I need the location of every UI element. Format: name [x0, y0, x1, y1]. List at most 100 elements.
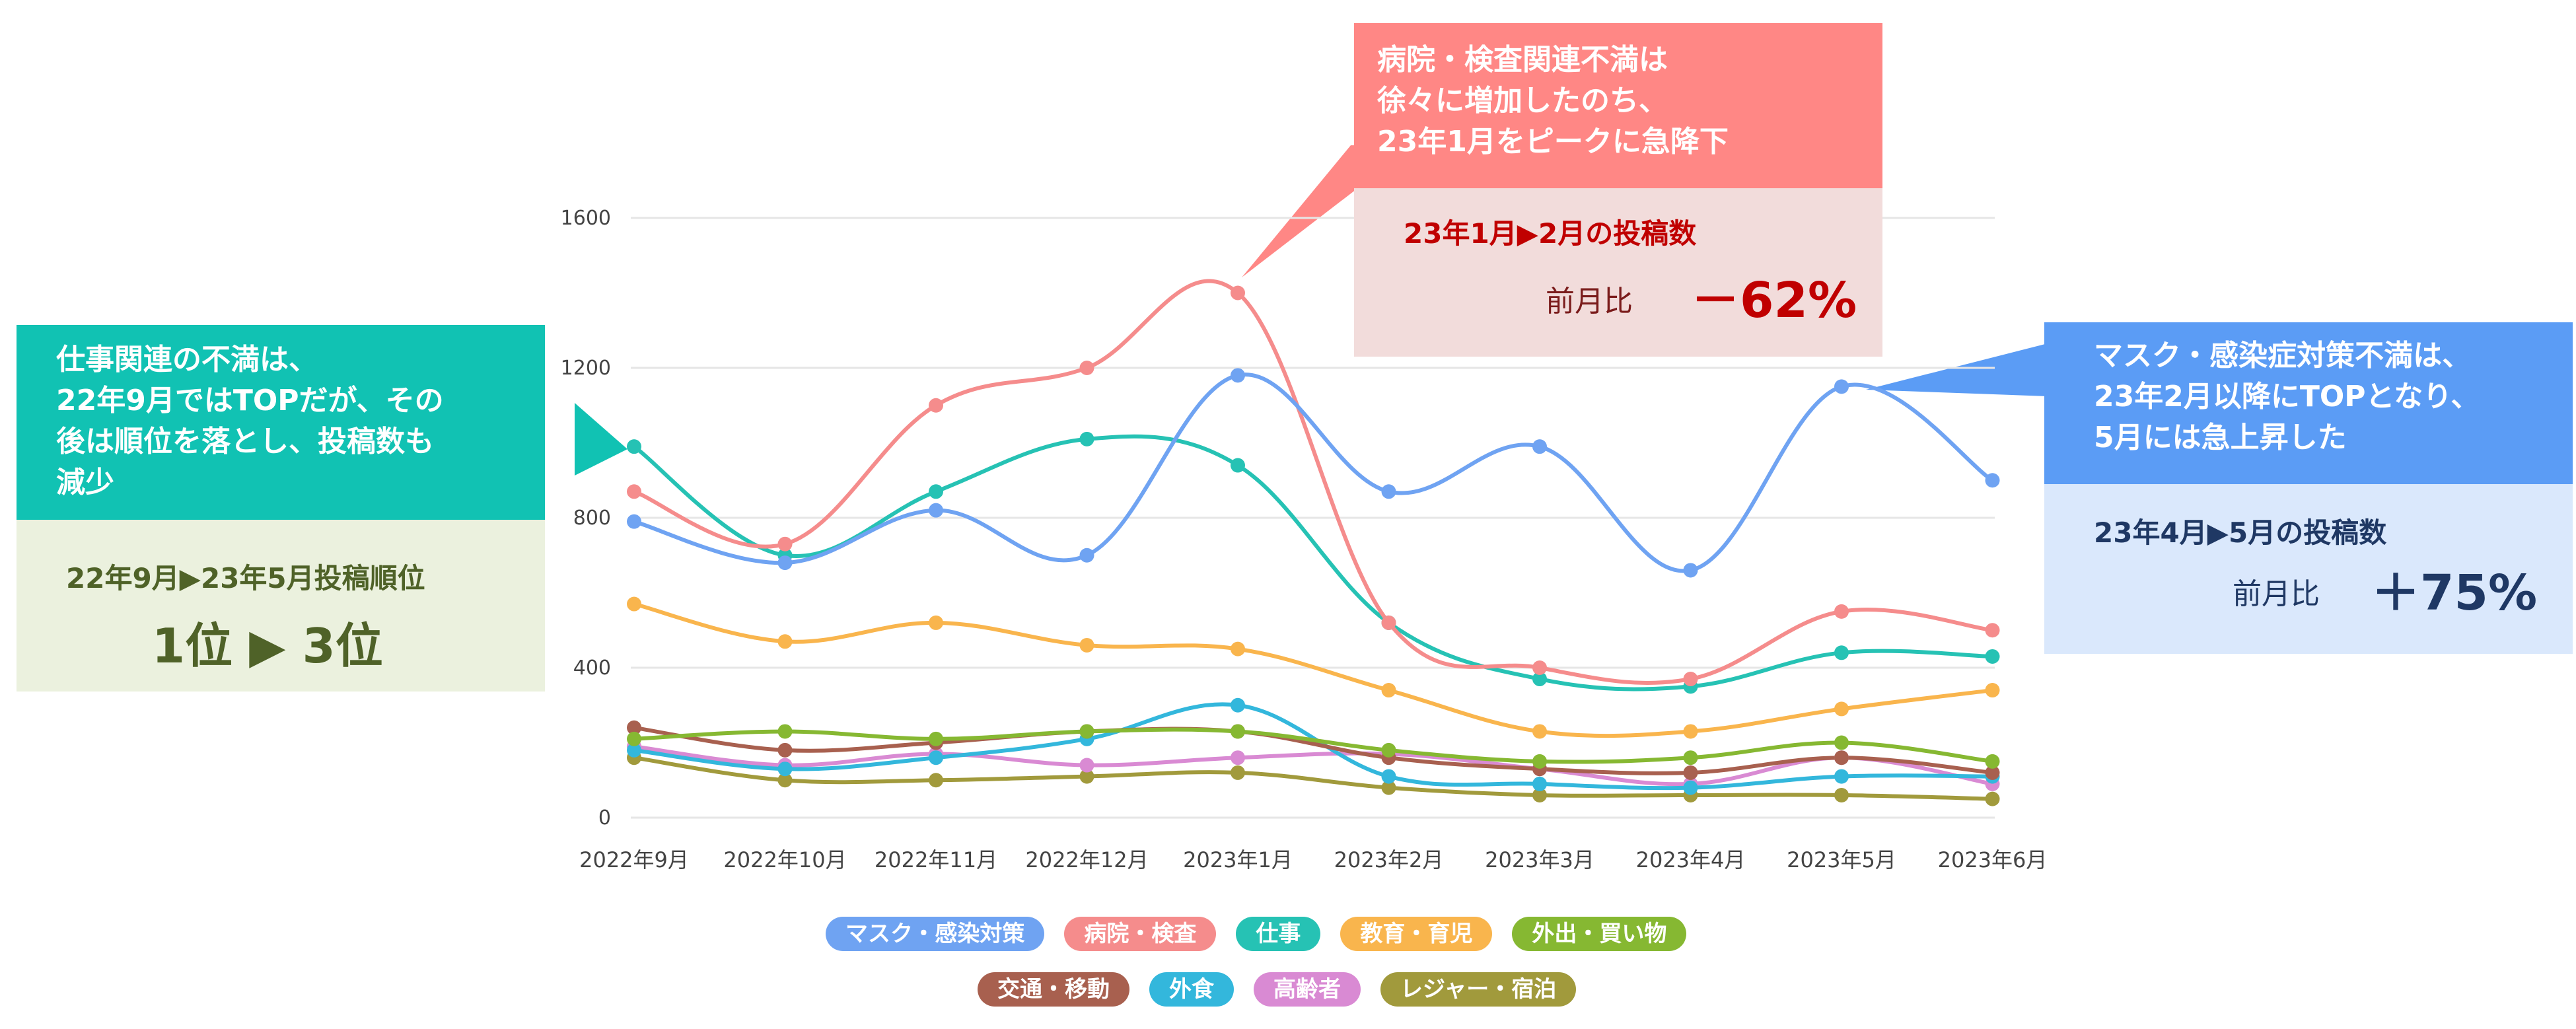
- data-point[interactable]: [1985, 791, 2000, 806]
- legend-item-mask[interactable]: マスク・感染対策: [826, 917, 1045, 951]
- x-tick-label: 2022年9月: [579, 847, 689, 872]
- data-point[interactable]: [777, 773, 793, 788]
- data-point[interactable]: [1985, 754, 2000, 769]
- data-point[interactable]: [1381, 615, 1396, 630]
- data-point[interactable]: [929, 773, 943, 788]
- data-point[interactable]: [1231, 750, 1245, 765]
- work-callout-line: 22年9月ではTOPだが、その: [56, 384, 444, 417]
- data-point[interactable]: [1532, 787, 1547, 802]
- legend-item-dining[interactable]: 外食: [1149, 972, 1234, 1007]
- data-point[interactable]: [1834, 787, 1849, 802]
- work-callout-line: 減少: [56, 466, 114, 499]
- hospital-callout-line: 病院・検査関連不満は: [1377, 43, 1668, 77]
- data-point[interactable]: [1079, 637, 1094, 653]
- series-line: [633, 434, 1993, 692]
- legend-item-education[interactable]: 教育・育児: [1340, 917, 1493, 951]
- data-point[interactable]: [1834, 604, 1849, 619]
- series-line: [633, 727, 1993, 764]
- data-point[interactable]: [627, 484, 641, 499]
- data-point[interactable]: [1231, 641, 1245, 656]
- data-point[interactable]: [1985, 683, 2000, 698]
- data-point[interactable]: [929, 398, 943, 413]
- data-point[interactable]: [929, 750, 943, 765]
- hospital-callout-sub: 23年1月▶2月の投稿数: [1404, 217, 1697, 250]
- data-point[interactable]: [1532, 672, 1547, 687]
- data-point[interactable]: [1985, 649, 2000, 664]
- data-point[interactable]: [1683, 724, 1698, 739]
- data-point[interactable]: [627, 439, 641, 454]
- data-point[interactable]: [1079, 769, 1094, 784]
- data-point[interactable]: [929, 731, 943, 746]
- work-callout-header: 仕事関連の不満は、 22年9月ではTOPだが、その 後は順位を落とし、投稿数も …: [17, 325, 545, 520]
- data-point[interactable]: [777, 762, 793, 777]
- x-tick-label: 2022年11月: [875, 847, 997, 872]
- data-point[interactable]: [1532, 724, 1547, 739]
- data-point[interactable]: [777, 555, 793, 571]
- legend-item-work[interactable]: 仕事: [1236, 917, 1321, 951]
- mask-callout-sub: 23年4月▶5月の投稿数: [2094, 516, 2387, 549]
- legend-item-elderly[interactable]: 高齢者: [1254, 972, 1361, 1007]
- data-point[interactable]: [627, 596, 641, 612]
- data-point[interactable]: [1079, 361, 1094, 375]
- data-point[interactable]: [1231, 697, 1245, 713]
- data-point[interactable]: [1381, 683, 1396, 698]
- data-point[interactable]: [1381, 769, 1396, 784]
- data-point[interactable]: [1231, 765, 1245, 780]
- data-point[interactable]: [1683, 672, 1698, 687]
- data-point[interactable]: [627, 514, 641, 529]
- data-point[interactable]: [1834, 701, 1849, 717]
- x-tick-label: 2023年1月: [1183, 847, 1293, 872]
- legend-item-outing[interactable]: 外出・買い物: [1512, 917, 1687, 951]
- data-point[interactable]: [1683, 750, 1698, 765]
- legend-row-1: マスク・感染対策 病院・検査 仕事 教育・育児 外出・買い物: [826, 917, 1687, 951]
- data-point[interactable]: [627, 720, 641, 735]
- legend-item-hospital[interactable]: 病院・検査: [1064, 917, 1217, 951]
- data-point[interactable]: [1532, 660, 1547, 675]
- data-point[interactable]: [1532, 754, 1547, 769]
- work-callout-line: 仕事関連の不満は、: [56, 343, 318, 376]
- data-point[interactable]: [1985, 765, 2000, 780]
- data-point[interactable]: [1683, 563, 1698, 578]
- data-point[interactable]: [929, 484, 943, 499]
- data-point[interactable]: [1834, 769, 1849, 784]
- data-point[interactable]: [1231, 724, 1245, 739]
- data-point[interactable]: [1231, 285, 1245, 301]
- data-point[interactable]: [777, 536, 793, 551]
- hospital-callout-body: 23年1月▶2月の投稿数 前月比 －62%: [1354, 188, 1882, 357]
- data-point[interactable]: [1834, 645, 1849, 660]
- data-point[interactable]: [1079, 758, 1094, 773]
- data-point[interactable]: [1683, 765, 1698, 780]
- data-point[interactable]: [1231, 458, 1245, 473]
- data-point[interactable]: [1381, 484, 1396, 499]
- data-point[interactable]: [1381, 780, 1396, 795]
- data-point[interactable]: [1985, 473, 2000, 488]
- data-point[interactable]: [1532, 776, 1547, 791]
- data-point[interactable]: [1079, 548, 1094, 563]
- data-point[interactable]: [1381, 742, 1396, 758]
- y-tick-label: 1200: [561, 357, 611, 380]
- data-point[interactable]: [1079, 431, 1094, 446]
- data-point[interactable]: [627, 731, 641, 746]
- work-callout-sub: 22年9月▶23年5月投稿順位: [66, 562, 425, 594]
- data-point[interactable]: [1985, 623, 2000, 638]
- data-point[interactable]: [929, 503, 943, 518]
- data-point[interactable]: [777, 634, 793, 649]
- work-callout-body: 22年9月▶23年5月投稿順位 1位 ▶ 3位: [17, 520, 545, 692]
- legend-item-transport[interactable]: 交通・移動: [978, 972, 1129, 1007]
- data-point[interactable]: [1834, 379, 1849, 394]
- hospital-callout-header: 病院・検査関連不満は 徐々に増加したのち、 23年1月をピークに急降下: [1354, 23, 1882, 188]
- y-tick-label: 400: [573, 656, 611, 680]
- data-point[interactable]: [777, 724, 793, 739]
- data-point[interactable]: [1834, 735, 1849, 750]
- x-tick-label: 2023年6月: [1938, 847, 2048, 872]
- data-point[interactable]: [1834, 750, 1849, 765]
- data-point[interactable]: [1683, 780, 1698, 795]
- data-point[interactable]: [1532, 439, 1547, 454]
- data-point[interactable]: [929, 615, 943, 630]
- data-point[interactable]: [1079, 724, 1094, 739]
- legend-item-leisure[interactable]: レジャー・宿泊: [1380, 972, 1577, 1007]
- data-point[interactable]: [627, 742, 641, 758]
- data-point[interactable]: [777, 742, 793, 758]
- data-point[interactable]: [1231, 368, 1245, 383]
- series-line: [633, 744, 1993, 787]
